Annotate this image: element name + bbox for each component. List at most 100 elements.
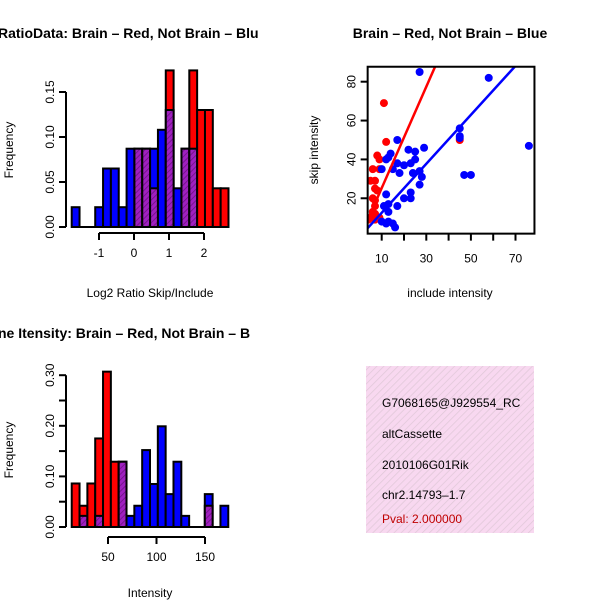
ratio-histogram-ylabel: Frequency — [2, 122, 16, 179]
histogram-bar — [156, 425, 167, 528]
histogram-bar — [70, 206, 81, 228]
red-point — [368, 165, 377, 174]
info-event-type: altCassette — [382, 427, 442, 441]
blue-point — [393, 159, 402, 168]
intensity-histogram: ne Itensity: Brain – Red, Not Brain – B … — [0, 325, 250, 600]
blue-point — [406, 188, 415, 197]
blue-point — [420, 143, 429, 152]
info-panel: G7068165@J929554_RC altCassette 2010106G… — [366, 366, 534, 533]
x-tick-label: 0 — [131, 246, 138, 260]
blue-point — [417, 172, 426, 181]
histogram-overlap-bar — [180, 147, 191, 228]
x-tick-label: 70 — [509, 252, 523, 266]
blue-point — [377, 165, 386, 174]
x-tick-label: 10 — [375, 252, 389, 266]
blue-point — [466, 170, 475, 179]
histogram-bar — [164, 493, 175, 528]
histogram-bar — [125, 147, 136, 228]
blue-fit-line — [367, 66, 517, 230]
histogram-bar — [141, 449, 152, 529]
y-tick-label: 0.00 — [43, 215, 57, 239]
y-tick-label: 80 — [345, 75, 359, 89]
scatter-plot-area — [367, 66, 533, 232]
histogram-overlap-bar — [78, 514, 89, 528]
blue-point — [382, 155, 391, 164]
y-tick-label: 60 — [345, 114, 359, 128]
histogram-bar — [94, 437, 105, 529]
histogram-overlap-bar — [133, 147, 144, 228]
info-event-id: G7068165@J929554_RC — [382, 396, 521, 410]
red-point — [371, 176, 380, 185]
y-tick-label: 0.10 — [43, 125, 57, 149]
scatter-xlabel: include intensity — [407, 286, 492, 300]
histogram-bar — [219, 504, 230, 528]
red-fit-line — [367, 66, 437, 221]
histogram-bar — [172, 187, 183, 229]
histogram-bar — [86, 482, 97, 529]
scatter-title: Brain – Red, Not Brain – Blue — [353, 25, 548, 41]
intensity-histogram-ylabel: Frequency — [2, 422, 16, 479]
x-tick-label: 100 — [146, 550, 166, 564]
histogram-bar — [211, 187, 222, 229]
scatter-frame — [366, 65, 536, 235]
blue-point — [400, 194, 408, 203]
y-tick-label: 0.05 — [43, 170, 57, 194]
histogram-bar — [109, 460, 120, 529]
histogram-bar — [70, 482, 81, 529]
blue-point — [415, 67, 424, 76]
histogram-overlap-bar — [164, 109, 175, 228]
histogram-bar — [180, 514, 191, 528]
info-pval: Pval: 2.000000 — [382, 512, 462, 526]
intensity-histogram-title: ne Itensity: Brain – Red, Not Brain – B — [0, 325, 250, 341]
y-tick-label: 0.30 — [43, 363, 57, 387]
blue-point — [415, 180, 424, 189]
histogram-bar — [102, 167, 112, 228]
blue-point — [406, 194, 415, 203]
histogram-overlap-bar — [188, 147, 199, 228]
info-gene-name: 2010106G01Rik — [382, 458, 470, 472]
blue-point — [400, 161, 408, 170]
blue-point — [393, 202, 402, 211]
x-tick-label: 1 — [166, 246, 173, 260]
histogram-overlap-bar — [94, 514, 105, 528]
scatter-ylabel: skip intensity — [307, 116, 321, 185]
y-tick-label: 0.15 — [43, 80, 57, 104]
ratio-histogram-xlabel: Log2 Ratio Skip/Include — [87, 286, 214, 300]
blue-point — [391, 223, 400, 232]
x-tick-label: 50 — [464, 252, 478, 266]
histogram-bar — [102, 370, 112, 528]
intensity-scatter: Brain – Red, Not Brain – Blue 10 30 50 70 20… — [307, 25, 548, 300]
histogram-bar — [203, 109, 214, 228]
red-point — [382, 137, 391, 146]
y-tick-label: 40 — [345, 152, 359, 166]
histogram-overlap-bar — [141, 147, 152, 228]
histogram-overlap-bar — [203, 504, 214, 528]
blue-point — [382, 190, 391, 199]
x-tick-label: 30 — [420, 252, 434, 266]
blue-point — [384, 207, 393, 216]
histogram-overlap-bar — [117, 460, 128, 529]
x-tick-label: 50 — [101, 550, 115, 564]
histogram-bar — [125, 514, 136, 528]
y-tick-label: 0.00 — [43, 515, 57, 539]
ratio-histogram-title: RatioData: Brain – Red, Not Brain – Blu — [0, 25, 259, 41]
histogram-bar — [196, 109, 206, 228]
red-point — [375, 155, 384, 164]
histogram-bar — [133, 504, 144, 528]
y-tick-label: 20 — [345, 191, 359, 205]
histogram-bar — [172, 460, 183, 529]
y-tick-label: 0.20 — [43, 414, 57, 438]
blue-point — [393, 135, 402, 144]
blue-point — [382, 219, 391, 228]
blue-point — [404, 145, 413, 154]
y-tick-label: 0.10 — [43, 464, 57, 488]
info-panel-background — [366, 366, 534, 533]
blue-point — [411, 147, 420, 156]
info-location: chr2.14793–1.7 — [382, 488, 466, 502]
ratio-histogram: RatioData: Brain – Red, Not Brain – Blu … — [0, 25, 259, 300]
red-point — [379, 99, 388, 108]
blue-point — [455, 134, 464, 143]
histogram-bar — [219, 187, 230, 229]
histogram-overlap-bar — [149, 187, 159, 229]
blue-point — [411, 155, 420, 164]
